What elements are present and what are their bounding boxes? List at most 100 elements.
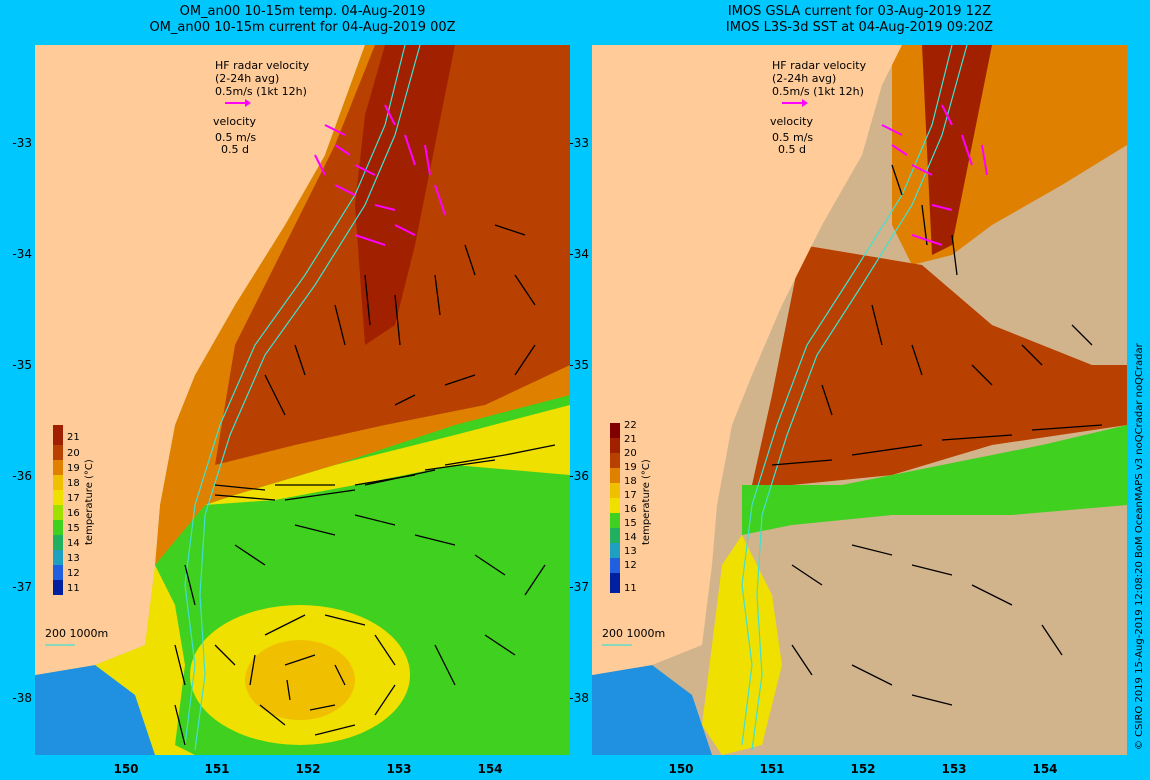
y-tick-right: -33 (569, 136, 589, 150)
right-legend: HF radar velocity (2-24h avg) 0.5m/s (1k… (602, 59, 867, 646)
sst-warm-zone (752, 245, 1127, 485)
hf-radar-line2: (2-24h avg) (215, 72, 279, 85)
left-current-arrows (174, 224, 556, 746)
left-cbar-tick: 20 (67, 448, 80, 459)
hf-radar-arrowhead-right (802, 99, 808, 107)
right-current-arrows (771, 164, 1103, 706)
right-map-panel: 22 21 20 19 18 17 16 15 14 13 12 11 temp… (592, 45, 1127, 755)
right-cbar-tick: 18 (624, 476, 637, 487)
ocean-hot-core (355, 45, 455, 345)
y-tick-left: -37 (12, 580, 32, 594)
left-cbar-tick: 17 (67, 493, 80, 504)
y-tick-right: -36 (569, 469, 589, 483)
x-tick-left: 150 (113, 762, 139, 776)
velocity-line2-right: 0.5 m/s (772, 131, 813, 144)
right-cbar-tick: 14 (624, 532, 637, 543)
x-tick-left: 153 (386, 762, 412, 776)
right-cbar-tick: 17 (624, 490, 637, 501)
right-title-line1: IMOS GSLA current for 03-Aug-2019 12Z (727, 4, 992, 19)
front-yellow-band (205, 405, 570, 505)
hf-radar-line2-right: (2-24h avg) (772, 72, 836, 85)
left-cbar-tick: 18 (67, 478, 80, 489)
x-tick-left: 151 (204, 762, 230, 776)
contour-200m (184, 45, 406, 746)
hf-radar-line3: 0.5m/s (1kt 12h) (215, 85, 307, 98)
left-colorbar (53, 425, 63, 595)
x-tick-left: 154 (477, 762, 503, 776)
velocity-line1-right: velocity (770, 115, 813, 128)
left-cbar-label: temperature (°C) (84, 459, 95, 545)
sst-green-front (742, 425, 1127, 535)
y-tick-right: -37 (569, 580, 589, 594)
left-cbar-tick: 13 (67, 553, 80, 564)
right-cbar-tick: 16 (624, 504, 637, 515)
left-map-svg: 21 20 19 18 17 16 15 14 13 12 11 tempera… (35, 45, 570, 755)
bass-strait-cool (35, 665, 155, 755)
velocity-line3-right: 0.5 d (778, 143, 806, 156)
x-tick-right: 150 (668, 762, 694, 776)
x-tick-right: 152 (850, 762, 876, 776)
coastline-land-right (592, 45, 902, 675)
credit-text-container: © CSIRO 2019 15-Aug-2019 12:08:20 BoM Oc… (1132, 150, 1146, 750)
sst-bass-strait (592, 665, 712, 755)
left-cbar-tick: 21 (67, 432, 80, 443)
y-tick-left: -38 (12, 691, 32, 705)
contour-200m-right (741, 45, 953, 746)
hf-radar-arrowhead (245, 99, 251, 107)
y-tick-left: -36 (12, 469, 32, 483)
sst-coastal-yellow (702, 535, 782, 755)
hf-radar-line1: HF radar velocity (215, 59, 310, 72)
right-cbar-label: temperature (°C) (641, 459, 652, 545)
hf-radar-line3-right: 0.5m/s (1kt 12h) (772, 85, 864, 98)
left-cbar-tick: 11 (67, 583, 80, 594)
eddy-core (245, 640, 355, 720)
right-cbar-tick: 12 (624, 560, 637, 571)
x-tick-left: 152 (295, 762, 321, 776)
x-tick-right: 151 (759, 762, 785, 776)
contour-1000m-right (751, 45, 968, 751)
right-cbar-tick: 15 (624, 518, 637, 529)
y-tick-left: -35 (12, 358, 32, 372)
right-cbar-tick: 11 (624, 583, 637, 594)
velocity-line2: 0.5 m/s (215, 131, 256, 144)
left-cbar-tick: 14 (67, 538, 80, 549)
left-map-panel: 21 20 19 18 17 16 15 14 13 12 11 tempera… (35, 45, 570, 755)
right-map-svg: 22 21 20 19 18 17 16 15 14 13 12 11 temp… (592, 45, 1127, 755)
right-cbar-tick: 19 (624, 462, 637, 473)
right-colorbar-ticks: 22 21 20 19 18 17 16 15 14 13 12 11 temp… (624, 420, 652, 594)
y-tick-left: -34 (12, 247, 32, 261)
right-panel-title: IMOS GSLA current for 03-Aug-2019 12Z IM… (592, 4, 1127, 36)
credit-text: © CSIRO 2019 15-Aug-2019 12:08:20 BoM Oc… (1134, 343, 1145, 750)
left-cbar-tick: 19 (67, 463, 80, 474)
right-hf-radar-arrows (881, 104, 988, 246)
left-hf-radar-arrows (314, 104, 446, 246)
velocity-line1: velocity (213, 115, 256, 128)
left-title-line2: OM_an00 10-15m current for 04-Aug-2019 0… (149, 20, 456, 35)
left-legend: HF radar velocity (2-24h avg) 0.5m/s (1k… (45, 59, 310, 646)
right-cbar-tick: 13 (624, 546, 637, 557)
left-cbar-tick: 12 (67, 568, 80, 579)
hf-radar-line1-right: HF radar velocity (772, 59, 867, 72)
right-title-line2: IMOS L3S-3d SST at 04-Aug-2019 09:20Z (725, 20, 994, 35)
left-title-line1: OM_an00 10-15m temp. 04-Aug-2019 (179, 4, 426, 19)
left-cbar-tick: 15 (67, 523, 80, 534)
y-tick-right: -34 (569, 247, 589, 261)
depth-contour-label: 200 1000m (45, 627, 108, 640)
right-cbar-tick: 20 (624, 448, 637, 459)
left-cbar-tick: 16 (67, 508, 80, 519)
left-colorbar-ticks: 21 20 19 18 17 16 15 14 13 12 11 tempera… (67, 432, 95, 594)
y-tick-left: -33 (12, 136, 32, 150)
right-cbar-tick: 22 (624, 420, 637, 431)
sst-hot-core (922, 45, 992, 255)
y-tick-right: -38 (569, 691, 589, 705)
coastline-land (35, 45, 365, 675)
depth-contour-label-right: 200 1000m (602, 627, 665, 640)
contour-1000m (194, 45, 421, 751)
right-cbar-tick: 21 (624, 434, 637, 445)
x-tick-right: 153 (941, 762, 967, 776)
velocity-line3: 0.5 d (221, 143, 249, 156)
y-tick-right: -35 (569, 358, 589, 372)
left-panel-title: OM_an00 10-15m temp. 04-Aug-2019 OM_an00… (35, 4, 570, 36)
x-tick-right: 154 (1032, 762, 1058, 776)
right-colorbar (610, 423, 620, 593)
